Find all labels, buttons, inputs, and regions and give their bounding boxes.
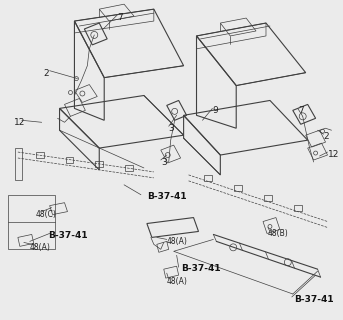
Bar	[125, 165, 133, 171]
Text: B-37-41: B-37-41	[181, 264, 220, 273]
Text: 48(A): 48(A)	[167, 277, 188, 286]
Bar	[204, 175, 212, 181]
Bar	[36, 152, 44, 158]
Bar	[294, 205, 302, 211]
Text: B-37-41: B-37-41	[48, 231, 87, 240]
Text: 3: 3	[161, 158, 167, 167]
Text: 48(B): 48(B)	[268, 229, 289, 238]
Text: 7: 7	[298, 107, 304, 116]
Text: 2: 2	[44, 69, 49, 78]
Bar	[95, 161, 103, 167]
Text: 48(C): 48(C)	[36, 210, 57, 219]
Text: 2: 2	[323, 132, 329, 141]
Text: 48(A): 48(A)	[167, 237, 188, 246]
Text: 3: 3	[169, 124, 175, 133]
Text: 48(A): 48(A)	[30, 244, 51, 252]
Bar	[264, 195, 272, 201]
Text: B-37-41: B-37-41	[294, 295, 333, 304]
Text: 7: 7	[117, 13, 123, 22]
Bar	[66, 157, 73, 163]
Text: 12: 12	[14, 118, 25, 127]
Text: 9: 9	[212, 107, 218, 116]
Bar	[234, 185, 242, 191]
Text: 12: 12	[328, 150, 339, 159]
Text: B-37-41: B-37-41	[147, 192, 187, 201]
